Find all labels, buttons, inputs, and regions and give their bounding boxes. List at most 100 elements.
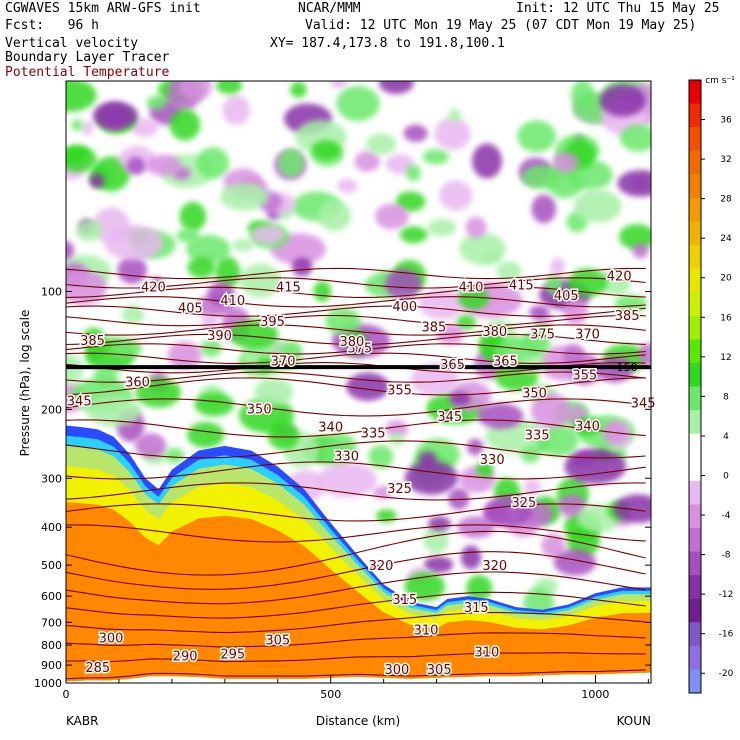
colorbar-swatch (689, 622, 701, 647)
theta-label: 310 (414, 624, 439, 639)
colorbar-frame (688, 79, 702, 694)
theta-contour (66, 296, 646, 308)
theta-label: 380 (339, 335, 364, 350)
colorbar-label: 8 (723, 392, 729, 402)
theta-contour (66, 440, 646, 459)
velocity-cell (550, 257, 566, 276)
colorbar-swatch (689, 457, 701, 482)
theta-label: 320 (482, 559, 507, 574)
theta-contour (66, 314, 646, 327)
theta-label: 410 (459, 280, 484, 295)
velocity-cell (317, 200, 352, 232)
vertical-velocity-field (66, 81, 651, 619)
velocity-cell (517, 120, 557, 153)
velocity-cell (632, 242, 649, 259)
colorbar-swatch (689, 386, 701, 411)
tropopause-line: 150 (66, 361, 651, 374)
velocity-cell (613, 494, 651, 523)
velocity-cell (71, 119, 83, 132)
colorbar-label: 36 (720, 116, 732, 126)
theta-label: 340 (575, 420, 600, 435)
velocity-cell (521, 165, 563, 190)
velocity-cell (267, 421, 300, 450)
theta-label: 415 (509, 279, 534, 294)
velocity-cell (187, 257, 216, 278)
velocity-cell (135, 377, 182, 408)
velocity-cell (329, 81, 348, 89)
theta-label: 315 (392, 593, 417, 608)
velocity-cell (530, 393, 572, 428)
velocity-cell (523, 478, 541, 496)
velocity-cell (219, 183, 269, 211)
pbl-tracer-orange (66, 502, 651, 682)
x-tick-label: 1000 (581, 688, 609, 701)
velocity-cell (529, 305, 549, 320)
velocity-cell (66, 81, 97, 112)
colorbar-swatch (689, 221, 701, 246)
velocity-cell (346, 331, 367, 345)
velocity-cell (404, 460, 458, 495)
theta-label: 305 (265, 634, 290, 649)
velocity-cell (251, 225, 285, 244)
velocity-cell (336, 86, 380, 122)
velocity-cell (311, 140, 341, 160)
velocity-cell (465, 216, 487, 239)
velocity-cell (378, 81, 414, 95)
theta-contour (66, 343, 646, 355)
theta-label: 350 (522, 386, 547, 401)
theta-contour (66, 277, 646, 289)
colorbar-swatch (689, 292, 701, 317)
theta-contour (66, 503, 646, 522)
theta-contour (66, 571, 646, 605)
velocity-cell (82, 121, 94, 136)
velocity-cell (291, 257, 313, 277)
theta-label: 380 (482, 325, 507, 340)
y-tick-label: 200 (41, 403, 62, 416)
theta-contour (66, 398, 646, 417)
velocity-cell (558, 494, 586, 518)
velocity-cell (384, 268, 422, 299)
theta-label: 385 (80, 334, 105, 349)
velocity-cell (472, 143, 502, 179)
velocity-cell (567, 268, 608, 297)
theta-label: 345 (67, 395, 92, 410)
velocity-cell (572, 417, 601, 436)
velocity-cell (165, 447, 185, 464)
theta-label: 325 (511, 496, 536, 511)
colorbar-swatch (689, 245, 701, 270)
colorbar-swatch (689, 362, 701, 387)
theta-label: 285 (85, 661, 110, 676)
colorbar-swatch (689, 103, 701, 128)
velocity-cell (422, 149, 450, 165)
velocity-cell (403, 124, 428, 142)
velocity-cell (131, 118, 159, 137)
theta-label: 375 (347, 342, 372, 357)
colorbar-swatch (689, 645, 701, 670)
velocity-cell (375, 203, 409, 230)
velocity-cell (600, 269, 631, 296)
velocity-cell (216, 81, 243, 94)
velocity-cell (196, 147, 230, 179)
theta-label: 335 (525, 429, 550, 444)
theta-contour (66, 591, 646, 619)
theta-contour (66, 377, 646, 396)
y-axis: 100 200 300 400 500 600 700 800 900 1000 (34, 285, 651, 690)
theta-contour (66, 461, 646, 480)
theta-label: 390 (207, 329, 232, 344)
velocity-cell (484, 495, 533, 528)
colorbar-swatch (689, 127, 701, 152)
velocity-cell (477, 403, 524, 429)
theta-contour (66, 551, 646, 590)
velocity-cell (146, 154, 182, 176)
theta-label: 400 (392, 300, 417, 315)
velocity-cell (110, 338, 142, 359)
theta-label: 355 (387, 384, 412, 399)
velocity-cell (531, 194, 557, 224)
velocity-cell (466, 574, 493, 601)
x-axis-label: Distance (km) (316, 714, 400, 728)
velocity-cell (187, 422, 225, 448)
colorbar-label: 24 (720, 234, 732, 244)
velocity-cell (134, 433, 167, 458)
y-tick-label: 1000 (34, 677, 62, 690)
